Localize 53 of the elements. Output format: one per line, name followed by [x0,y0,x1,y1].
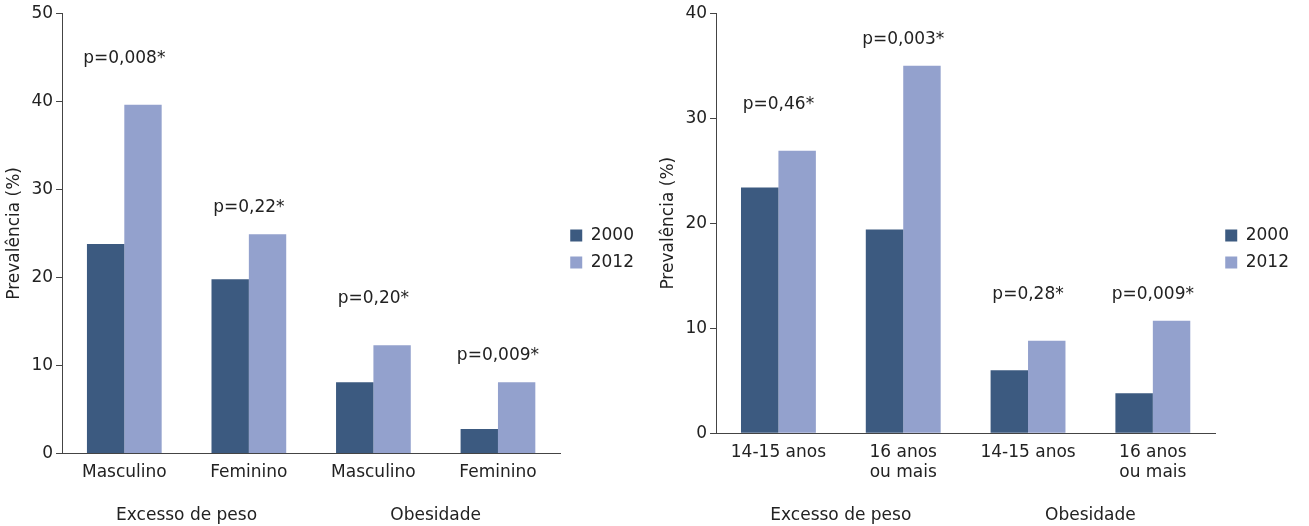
bar [740,187,779,433]
annotation: p=0,22* [213,196,285,217]
y-tick-label: 30 [31,177,54,198]
bar [336,382,374,454]
x-tick-label: Masculino [331,461,416,482]
annotation: p=0,003* [862,27,945,48]
x-tick-label: 14-15 anos [980,440,1076,461]
annotation: p=0,46* [742,92,815,113]
bar [865,229,904,433]
text: Excesso de peso [770,503,912,524]
legend-label: 2012 [1245,250,1289,271]
y-tick-label: 40 [685,1,708,22]
y-tick-label: 0 [696,421,708,442]
bar [460,428,498,454]
annotation: p=0,009* [1111,282,1194,303]
y-tick-label: 40 [31,89,54,110]
x-tick-label: Feminino [459,461,537,482]
y-tick-label: 30 [685,106,708,127]
bar [1028,340,1066,433]
bar [211,279,249,454]
y-tick-label: 10 [31,353,54,374]
bar [1115,393,1153,433]
x-tick-label: 14-15 anos [730,440,827,461]
text: Excesso de peso [116,503,258,524]
annotation: p=0,28* [992,282,1064,303]
x-tick-label: Feminino [210,461,288,482]
annotation: p=0,008* [83,46,166,67]
y-axis-title: Prevalência (%) [2,167,23,300]
legend-label: 2012 [590,250,634,271]
text: Obesidade [1045,503,1136,524]
x-tick-label: 16 anos ou mais [1119,440,1187,482]
y-tick-label: 10 [685,316,708,337]
y-axis-title: Prevalência (%) [656,156,677,290]
bar [86,243,125,454]
bar [778,150,816,433]
bar [248,234,287,454]
annotation: p=0,009* [456,344,540,365]
y-tick-label: 20 [685,211,708,232]
y-tick-label: 0 [42,442,54,463]
y-tick-label: 50 [31,1,54,22]
annotation: p=0,20* [337,287,410,308]
bar [990,370,1029,433]
bar [373,345,411,454]
x-tick-label: 16 anos ou mais [869,440,938,482]
bar [497,382,536,454]
text: Obesidade [390,503,482,524]
x-tick-label: Masculino [81,461,167,482]
legend-label: 2000 [1245,223,1289,244]
bar [903,65,941,433]
bar [124,104,162,454]
y-tick-label: 20 [31,265,54,286]
legend-label: 2000 [590,223,634,244]
bar [1152,320,1191,433]
